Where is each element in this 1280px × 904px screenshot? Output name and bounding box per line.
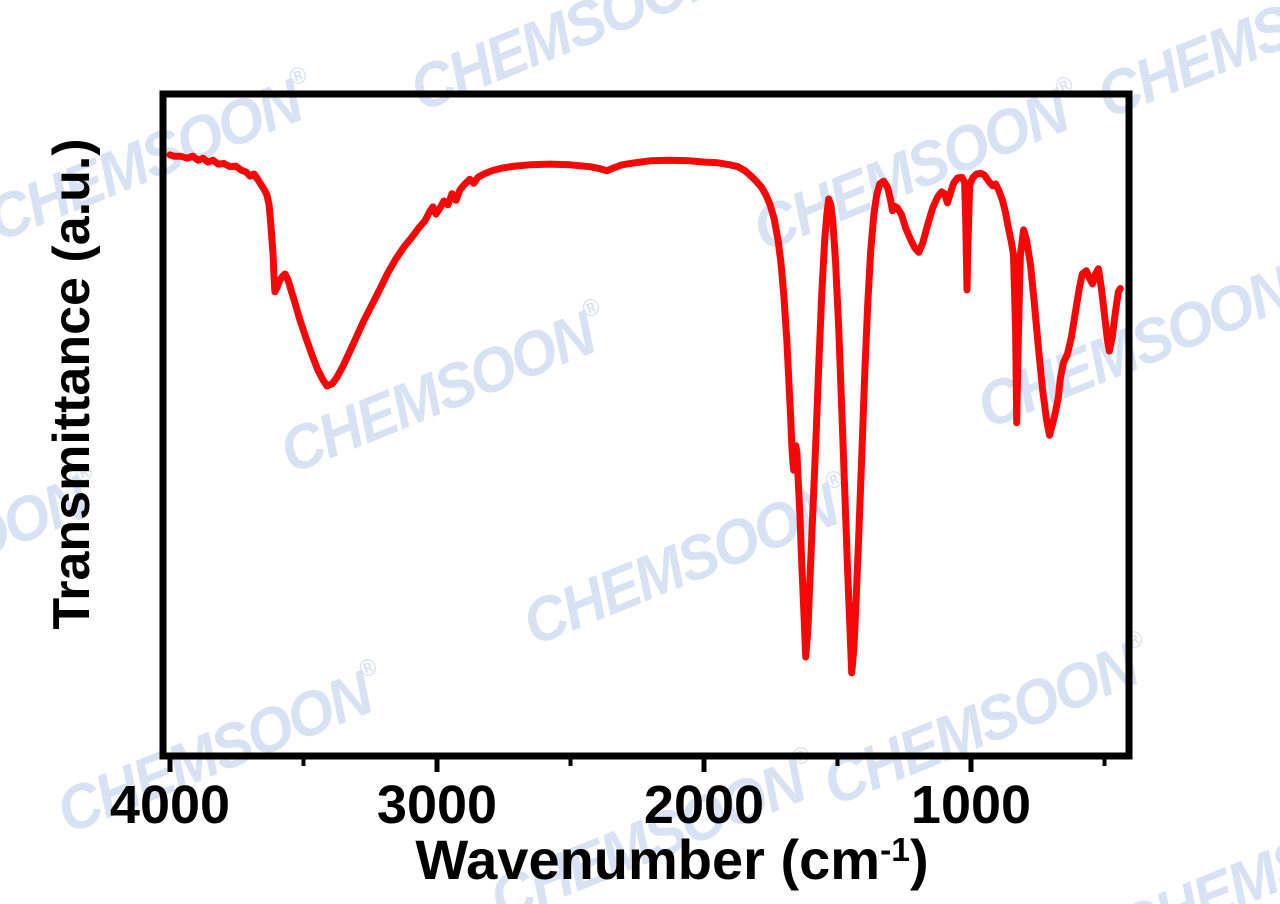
spectrum-curve <box>166 151 1124 677</box>
plot-frame <box>159 90 1133 760</box>
